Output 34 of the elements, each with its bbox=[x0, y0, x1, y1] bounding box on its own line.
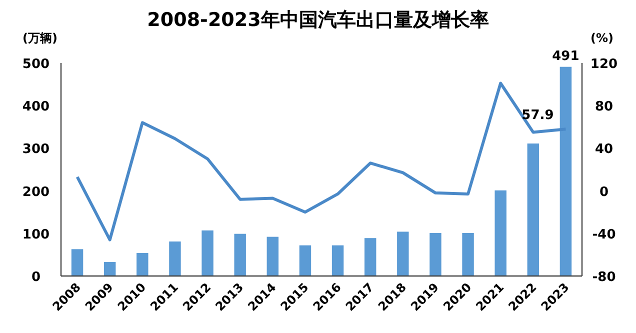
bar bbox=[71, 249, 84, 276]
bar bbox=[266, 236, 279, 276]
bar bbox=[364, 238, 376, 276]
y-tick-label: 300 bbox=[22, 142, 50, 158]
y-tick-label: 500 bbox=[22, 57, 50, 72]
bar bbox=[494, 190, 506, 276]
y-tick-label: 100 bbox=[22, 227, 50, 242]
bar bbox=[104, 262, 116, 276]
bar bbox=[202, 230, 214, 276]
y2-tick-label: -80 bbox=[592, 270, 616, 285]
bar bbox=[234, 234, 246, 276]
bar bbox=[560, 66, 572, 276]
y-tick-label: 0 bbox=[31, 270, 41, 285]
y2-tick-label: 120 bbox=[590, 57, 618, 72]
y-axis-title: (万辆) bbox=[22, 31, 58, 45]
y2-tick-label: 80 bbox=[594, 100, 614, 115]
line-series bbox=[76, 82, 568, 242]
data-label: 57.9 bbox=[522, 108, 554, 124]
bar bbox=[332, 245, 344, 276]
chart-title: 2008-2023年中国汽车出口量及增长率 bbox=[147, 9, 489, 31]
bar bbox=[527, 144, 540, 276]
y-tick-label: 200 bbox=[22, 184, 50, 200]
bar bbox=[430, 232, 442, 276]
y-tick-label: 400 bbox=[22, 100, 50, 115]
bar bbox=[169, 241, 181, 276]
bar bbox=[136, 252, 148, 276]
y2-tick-label: 40 bbox=[594, 142, 614, 158]
y2-tick-label: 0 bbox=[599, 184, 609, 200]
bar bbox=[462, 232, 474, 276]
data-label: 491 bbox=[552, 48, 580, 64]
y2-axis-title: (%) bbox=[590, 31, 614, 45]
bar bbox=[299, 245, 312, 276]
y2-tick-label: -40 bbox=[592, 227, 616, 242]
bar bbox=[397, 232, 409, 276]
